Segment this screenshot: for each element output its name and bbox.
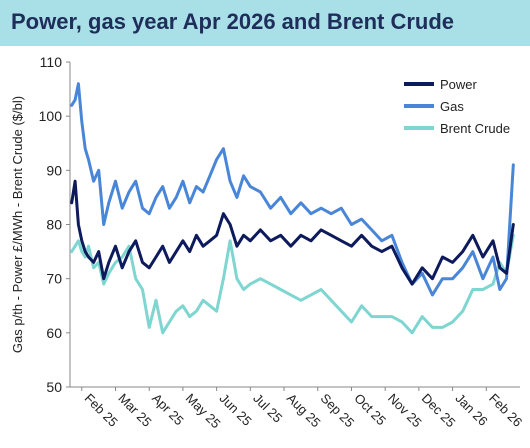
x-tick-label: Nov 25 [385,391,425,431]
y-tick-label: 110 [40,54,63,70]
legend-label: Gas [440,99,464,114]
title-bar: Power, gas year Apr 2026 and Brent Crude [0,0,530,46]
legend-label: Power [440,77,478,92]
y-tick-label: 80 [46,217,62,233]
x-tick-label: Dec 25 [419,391,459,431]
y-tick-label: 70 [46,271,62,287]
x-tick-label: Feb 26 [486,391,525,430]
x-tick-label: Sep 25 [318,391,358,431]
chart-title: Power, gas year Apr 2026 and Brent Crude [11,9,455,34]
y-tick-label: 90 [46,162,62,178]
x-tick-label: Aug 25 [284,391,324,431]
x-tick-label: Jul 25 [250,391,285,426]
legend-label: Brent Crude [440,121,510,136]
series-line-gas [70,82,515,297]
y-tick-label: 100 [39,108,63,124]
y-tick-label: 50 [46,379,62,395]
x-tick-label: Jun 25 [217,391,255,429]
series-line-power [70,179,515,286]
y-axis-label: Gas p/th - Power £/MWh - Brent Crude ($/… [10,96,25,353]
series-line-brent-crude [70,233,515,335]
x-tick-label: Apr 25 [149,391,187,429]
y-tick-label: 60 [46,325,62,341]
x-tick-label: May 25 [183,391,224,432]
x-tick-label: Jan 26 [452,391,490,429]
x-tick-label: Oct 25 [351,391,389,429]
x-tick-label: Mar 25 [115,391,154,430]
x-tick-label: Feb 25 [82,391,121,430]
